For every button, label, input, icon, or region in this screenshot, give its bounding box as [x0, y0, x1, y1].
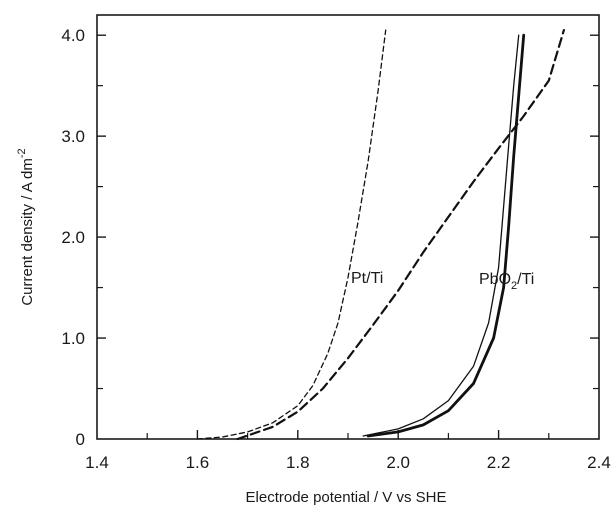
pt-ti-label: Pt/Ti: [351, 270, 383, 287]
x-tick-label: 2.4: [587, 453, 611, 472]
series-line-3: [362, 34, 520, 437]
pbo2-suffix: /Ti: [517, 271, 534, 288]
x-tick-label: 2.2: [487, 453, 511, 472]
pbo2-main: PbO: [479, 271, 511, 288]
y-tick-label: 0: [76, 430, 85, 449]
pbo2-sub: 2: [511, 280, 517, 292]
y-axis-title-main: Current density / A dm: [19, 158, 36, 306]
y-tick-label: 3.0: [61, 127, 85, 146]
x-axis-title: Electrode potential / V vs SHE: [246, 489, 447, 506]
y-tick-label: 1.0: [61, 329, 85, 348]
series-layer: [196, 29, 566, 441]
x-tick-label: 1.6: [186, 453, 210, 472]
y-axis-title-sup: -2: [16, 148, 28, 158]
y-tick-label: 4.0: [61, 26, 85, 45]
x-tick-label: 1.4: [85, 453, 109, 472]
series-line-4: [366, 33, 526, 438]
series-line-1: [196, 29, 387, 440]
x-axis-ticks: 1.4 1.6 1.8 2.0 2.2 2.4: [85, 430, 611, 472]
x-tick-label: 1.8: [286, 453, 310, 472]
y-axis-ticks: 0 1.0 2.0 3.0 4.0: [61, 26, 599, 449]
y-tick-label: 2.0: [61, 228, 85, 247]
x-tick-label: 2.0: [386, 453, 410, 472]
series-line-2: [236, 29, 566, 441]
y-axis-title: Current density / A dm-2: [16, 148, 36, 305]
plot-frame: [96, 14, 600, 440]
pbo2-ti-label: PbO2/Ti: [479, 271, 534, 292]
